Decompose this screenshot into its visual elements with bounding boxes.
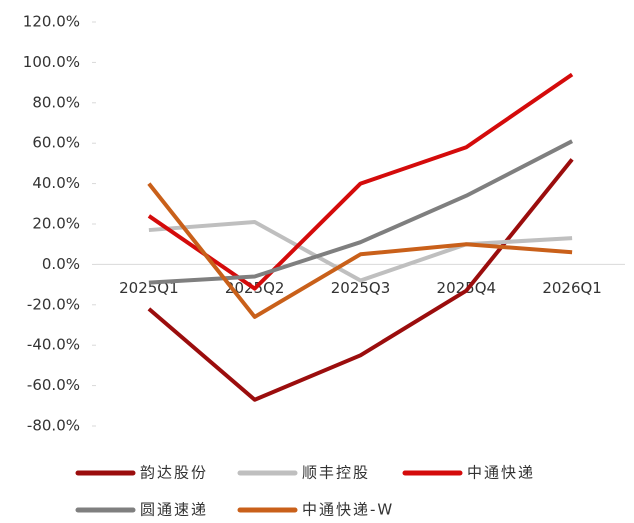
y-tick-label: 80.0% <box>32 93 80 111</box>
series-line <box>147 72 574 291</box>
y-tick-label: 100.0% <box>23 53 80 71</box>
legend-label: 中通快递 <box>467 464 535 482</box>
series-line <box>147 182 573 319</box>
series-line <box>148 139 574 285</box>
y-tick-label: 0.0% <box>42 255 80 273</box>
y-tick-label: -20.0% <box>27 295 80 313</box>
legend-label: 顺丰控股 <box>302 464 370 482</box>
x-tick-label: 2025Q3 <box>331 279 391 297</box>
legend-label: 圆通速递 <box>140 501 208 519</box>
legend-label: 中通快递-W <box>302 501 394 519</box>
x-tick-label: 2026Q1 <box>542 279 602 297</box>
y-tick-label: 40.0% <box>32 174 80 192</box>
y-tick-label: -80.0% <box>27 417 80 435</box>
y-tick-label: -40.0% <box>27 336 80 354</box>
y-tick-label: -60.0% <box>27 376 80 394</box>
y-tick-label: 20.0% <box>32 215 80 233</box>
legend-label: 韵达股份 <box>140 464 208 482</box>
series-line <box>148 219 573 283</box>
y-tick-label: 120.0% <box>23 13 80 31</box>
y-tick-label: 60.0% <box>32 134 80 152</box>
